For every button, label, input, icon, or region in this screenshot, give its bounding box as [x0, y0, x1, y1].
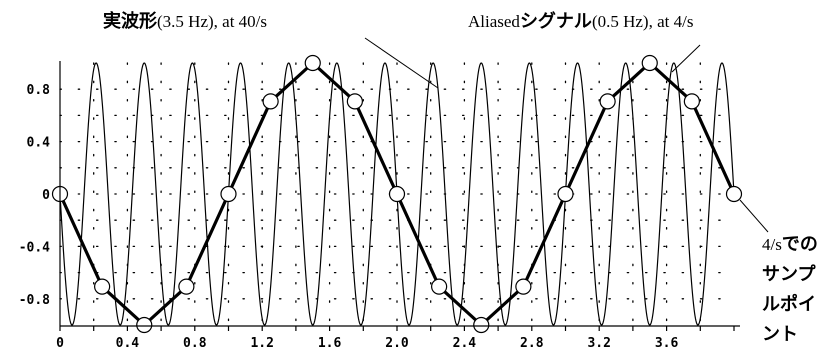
true-wave-leader-line	[364, 37, 439, 89]
aliased-label-jp: シグナル	[520, 10, 592, 32]
x-tick-label: 1.6	[318, 336, 342, 351]
sample-point-label-line-1: 4/sでの	[762, 234, 818, 255]
sample-point-marker	[431, 278, 448, 295]
x-tick-label: 2.4	[453, 336, 477, 351]
y-tick-label: -0.8	[19, 293, 50, 308]
x-tick-label: 2.0	[385, 336, 409, 351]
sample-point-marker	[599, 93, 616, 110]
true-wave-label: 実波形(3.5 Hz), at 40/s	[103, 10, 267, 32]
x-tick-label: 3.2	[587, 336, 610, 351]
x-tick-label: 3.6	[655, 336, 679, 351]
sample-point-marker	[557, 185, 574, 203]
x-tick-label: 2.8	[520, 336, 544, 351]
sample-point-marker	[515, 278, 532, 295]
x-tick-label: 0	[56, 336, 64, 351]
sample-point-marker	[136, 316, 153, 334]
sample-point-marker	[304, 54, 321, 72]
y-tick-label: -0.4	[19, 240, 50, 255]
sample-point-marker	[683, 93, 700, 110]
x-tick-label: 1.2	[250, 336, 273, 351]
sample-label-jp-1: での	[782, 234, 818, 255]
true-wave-label-rest: (3.5 Hz), at 40/s	[157, 12, 267, 31]
aliased-label-rest: (0.5 Hz), at 4/s	[592, 12, 694, 31]
aliased-leader-line	[671, 44, 701, 73]
x-tick-label: 0.4	[116, 336, 140, 351]
true-wave-label-jp: 実波形	[103, 10, 157, 32]
sample-point-marker	[473, 316, 490, 334]
y-tick-label: 0	[42, 188, 50, 203]
y-tick-labels: 0.8 0.4 0 -0.4 -0.8	[19, 83, 50, 308]
sample-point-markers	[51, 54, 743, 334]
aliased-signal-label: Aliasedシグナル(0.5 Hz), at 4/s	[468, 10, 693, 32]
sample-point-marker	[220, 185, 237, 203]
sample-rate-text: 4/s	[762, 235, 782, 254]
sample-point-label-line-4: ント	[762, 324, 798, 345]
y-tick-label: 0.4	[27, 136, 51, 151]
aliased-label-pre: Aliased	[468, 12, 520, 31]
sample-point-marker	[262, 93, 279, 110]
sample-point-label-line-3: ルポイ	[762, 293, 816, 315]
sample-point-marker	[725, 185, 743, 203]
axes	[59, 61, 740, 331]
sample-point-marker	[641, 54, 658, 72]
sample-point-marker	[388, 185, 406, 203]
sample-point-label-line-2: サンプ	[762, 263, 816, 285]
x-tick-labels: 0 0.4 0.8 1.2 1.6 2.0 2.4 2.8 3.2 3.6	[56, 336, 678, 351]
sample-point-marker	[94, 278, 111, 295]
x-tick-label: 0.8	[183, 336, 207, 351]
sample-point-marker	[346, 93, 363, 110]
y-tick-label: 0.8	[27, 83, 51, 98]
sample-point-leader-line	[739, 199, 769, 233]
sample-point-marker	[178, 278, 195, 295]
